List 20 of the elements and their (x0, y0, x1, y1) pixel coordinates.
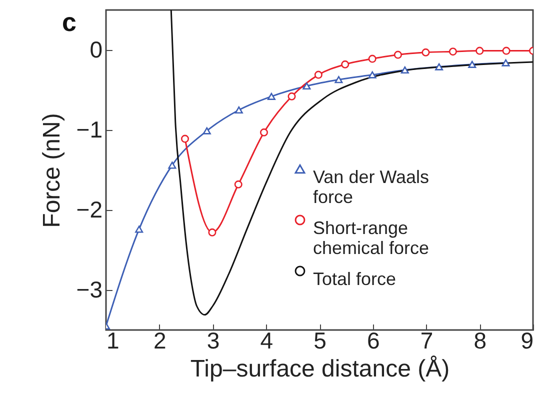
y-tick-label: −3 (76, 276, 102, 302)
x-tick-label: 3 (206, 328, 220, 354)
x-tick-label: 6 (366, 328, 380, 354)
y-axis-title: Force (nN) (38, 113, 66, 228)
x-tick-label: 8 (474, 328, 487, 354)
y-tick-label: −2 (76, 196, 102, 222)
x-tick-label: 5 (314, 328, 326, 354)
text: c (62, 7, 76, 37)
x-tick-label: 7 (420, 328, 434, 354)
y-tick-label: 0 (90, 36, 102, 62)
x-tick-label: 1 (106, 328, 120, 354)
legend-label: Total force (313, 269, 396, 289)
x-tick-label: 4 (260, 328, 274, 354)
y-tick-label: −1 (76, 116, 102, 142)
x-tick-label: 9 (520, 328, 534, 354)
x-axis-title: Tip–surface distance (Å) (190, 356, 450, 382)
legend-label: Short-range chemical force (313, 218, 430, 258)
line-series (170, 10, 533, 316)
x-tick-label: 2 (153, 328, 166, 354)
legend-label: Van der Waals force (313, 167, 430, 207)
